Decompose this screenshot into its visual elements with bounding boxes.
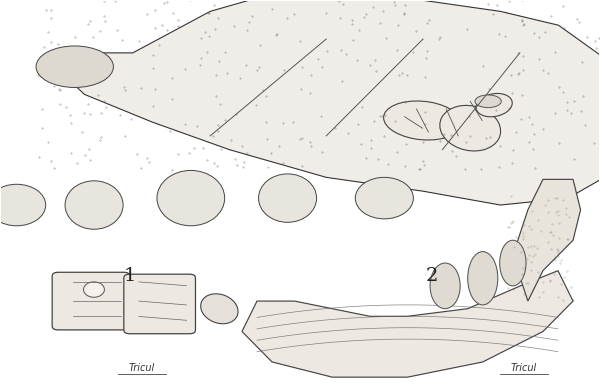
Text: Tricul: Tricul bbox=[128, 363, 155, 373]
FancyBboxPatch shape bbox=[124, 274, 196, 334]
Ellipse shape bbox=[355, 177, 413, 219]
Ellipse shape bbox=[36, 46, 113, 87]
Ellipse shape bbox=[259, 174, 317, 222]
Text: 2: 2 bbox=[425, 267, 437, 285]
Ellipse shape bbox=[0, 184, 46, 226]
Ellipse shape bbox=[476, 93, 512, 117]
Text: 1: 1 bbox=[124, 267, 136, 285]
Ellipse shape bbox=[157, 170, 224, 226]
Polygon shape bbox=[242, 271, 573, 377]
Ellipse shape bbox=[440, 105, 500, 151]
Ellipse shape bbox=[468, 252, 498, 305]
Ellipse shape bbox=[475, 95, 501, 108]
Ellipse shape bbox=[200, 294, 238, 324]
Polygon shape bbox=[55, 0, 600, 205]
FancyBboxPatch shape bbox=[52, 272, 130, 330]
Ellipse shape bbox=[83, 282, 104, 297]
Ellipse shape bbox=[500, 240, 526, 286]
Polygon shape bbox=[513, 179, 581, 301]
Ellipse shape bbox=[383, 101, 461, 140]
Ellipse shape bbox=[65, 181, 123, 229]
Text: Tricul: Tricul bbox=[511, 363, 537, 373]
Ellipse shape bbox=[430, 263, 460, 309]
